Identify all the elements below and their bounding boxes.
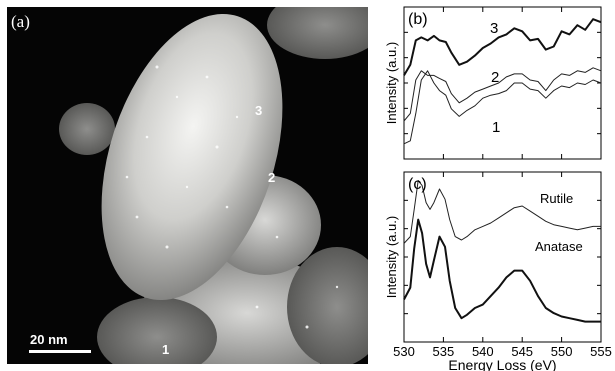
series-label-2: 2	[491, 69, 499, 86]
panel-label: (c)	[408, 176, 427, 193]
x-tick-label: 530	[393, 344, 415, 359]
y-axis-label: Intensity (a.u.)	[384, 216, 399, 298]
micrograph-image	[59, 7, 368, 364]
point-label-1: 1	[162, 342, 170, 357]
x-tick-label: 550	[551, 344, 573, 359]
x-tick-label: 540	[472, 344, 494, 359]
panel-b-chart: (b) Intensity (a.u.) 3 2 1	[384, 6, 602, 160]
scale-bar-label: 20 nm	[30, 332, 68, 347]
series-line-Rutile	[403, 180, 601, 244]
x-tick-label: 555	[590, 344, 612, 359]
series-name-Rutile: Rutile	[540, 191, 573, 206]
series-line-1	[403, 70, 602, 145]
series-name-Anatase: Anatase	[535, 239, 583, 254]
panel-c-chart: (c) Intensity (a.u.) Rutile Anatase 530 535 54…	[384, 171, 612, 371]
x-tick-label: 535	[433, 344, 455, 359]
series-line-Anatase	[403, 218, 601, 323]
series-label-1: 1	[492, 119, 500, 136]
scale-bar	[29, 350, 91, 353]
micrograph-panel	[7, 7, 368, 364]
point-label-3: 3	[255, 103, 263, 118]
panel-a-label: (a)	[11, 12, 30, 31]
y-axis-label: Intensity (a.u.)	[384, 42, 399, 124]
x-tick-label: 545	[511, 344, 533, 359]
x-axis-label: Energy Loss (eV)	[448, 357, 556, 371]
series-line-3	[403, 18, 602, 76]
series-line-2	[403, 67, 602, 122]
series-label-3: 3	[490, 20, 498, 37]
point-label-2: 2	[268, 170, 276, 185]
panel-label: (b)	[408, 11, 428, 28]
